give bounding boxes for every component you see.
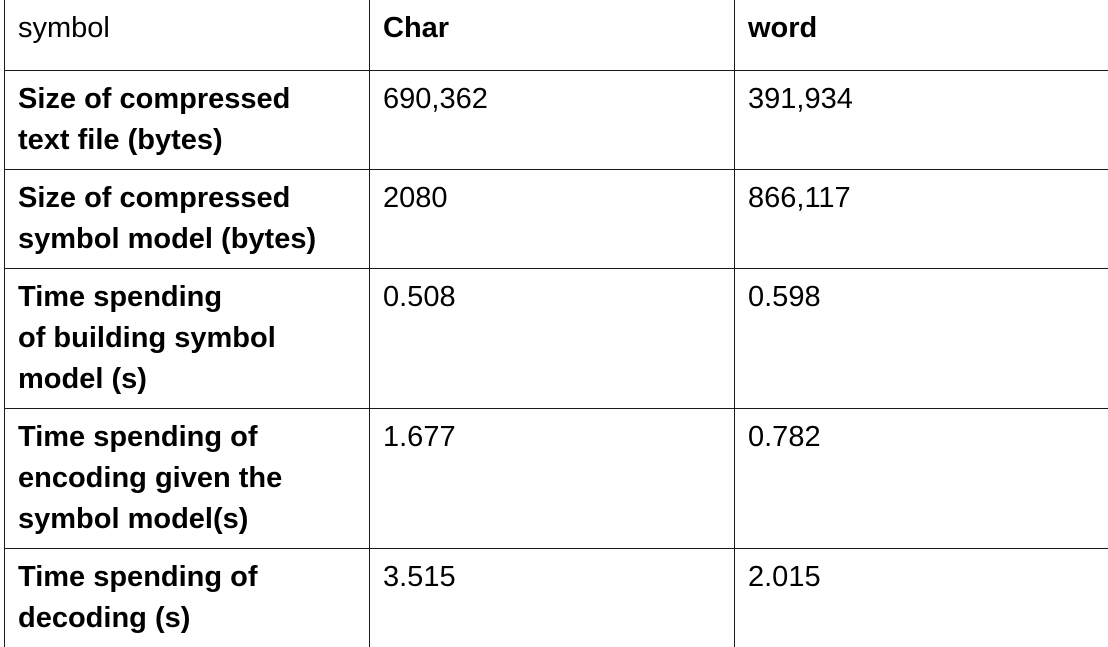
row-label-cell: Size of compressed symbol model (bytes) (5, 170, 370, 269)
table-row: Size of compressed text file (bytes) 690… (5, 71, 1108, 170)
header-cell-word: word (735, 0, 1108, 71)
table-header-row: symbol Char word (5, 0, 1108, 71)
word-value: 866,117 (748, 178, 1108, 219)
header-cell-char: Char (370, 0, 735, 71)
char-value: 0.508 (383, 277, 724, 318)
row-label-cell: Time spending of encoding given the symb… (5, 409, 370, 549)
word-value: 2.015 (748, 557, 1108, 598)
row-label: Time spending of encoding given the symb… (18, 417, 359, 540)
char-value-cell: 3.515 (370, 549, 735, 647)
row-label-cell: Time spending of decoding (s) (5, 549, 370, 647)
char-value: 690,362 (383, 79, 724, 120)
header-label-word: word (748, 8, 1108, 49)
char-value: 1.677 (383, 417, 724, 458)
table-row: Time spending of encoding given the symb… (5, 409, 1108, 549)
table-row: Size of compressed symbol model (bytes) … (5, 170, 1108, 269)
word-value-cell: 0.782 (735, 409, 1108, 549)
comparison-table: symbol Char word Size of compressed text… (4, 0, 1108, 647)
word-value-cell: 391,934 (735, 71, 1108, 170)
row-label-cell: Size of compressed text file (bytes) (5, 71, 370, 170)
row-label: Time spending of decoding (s) (18, 557, 359, 639)
row-label-cell: Time spending of building symbol model (… (5, 269, 370, 409)
char-value-cell: 1.677 (370, 409, 735, 549)
table-row: Time spending of decoding (s) 3.515 2.01… (5, 549, 1108, 647)
header-label-char: Char (383, 8, 724, 49)
comparison-table-container: symbol Char word Size of compressed text… (4, 0, 1102, 624)
char-value: 2080 (383, 178, 724, 219)
row-label: Size of compressed text file (bytes) (18, 79, 359, 161)
char-value-cell: 0.508 (370, 269, 735, 409)
header-cell-symbol: symbol (5, 0, 370, 71)
word-value-cell: 2.015 (735, 549, 1108, 647)
char-value-cell: 690,362 (370, 71, 735, 170)
word-value: 0.598 (748, 277, 1108, 318)
char-value-cell: 2080 (370, 170, 735, 269)
word-value-cell: 0.598 (735, 269, 1108, 409)
word-value: 0.782 (748, 417, 1108, 458)
row-label: Size of compressed symbol model (bytes) (18, 178, 359, 260)
table-row: Time spending of building symbol model (… (5, 269, 1108, 409)
header-label-symbol: symbol (18, 8, 359, 49)
word-value: 391,934 (748, 79, 1108, 120)
word-value-cell: 866,117 (735, 170, 1108, 269)
row-label: Time spending of building symbol model (… (18, 277, 359, 400)
char-value: 3.515 (383, 557, 724, 598)
